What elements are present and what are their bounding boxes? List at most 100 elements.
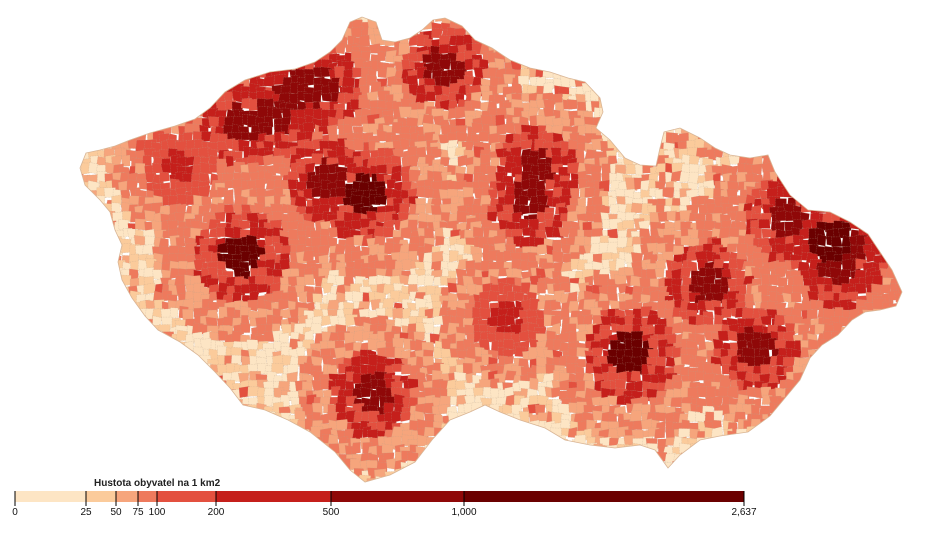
- municipality-polygon: [143, 365, 157, 377]
- municipality-polygon: [832, 164, 844, 177]
- municipality-polygon: [793, 21, 806, 33]
- municipality-polygon: [80, 259, 86, 272]
- municipality-polygon: [90, 66, 102, 79]
- municipality-polygon: [96, 315, 108, 326]
- municipality-polygon: [465, 20, 476, 33]
- municipality-polygon: [688, 171, 699, 185]
- municipality-polygon: [840, 27, 852, 41]
- municipality-polygon: [88, 371, 101, 384]
- municipality-polygon: [80, 292, 85, 304]
- municipality-polygon: [778, 158, 790, 170]
- municipality-polygon: [66, 231, 77, 242]
- municipality-polygon: [625, 132, 637, 143]
- municipality-polygon: [128, 126, 141, 137]
- municipality-polygon: [199, 372, 211, 384]
- municipality-polygon: [895, 132, 902, 142]
- municipality-polygon: [87, 299, 99, 312]
- municipality-polygon: [784, 115, 798, 129]
- municipality-polygon: [776, 116, 788, 128]
- municipality-polygon: [87, 19, 100, 33]
- municipality-polygon: [847, 17, 860, 23]
- municipality-polygon: [817, 197, 827, 210]
- municipality-polygon: [403, 26, 413, 38]
- municipality-polygon: [614, 83, 626, 94]
- municipality-polygon: [129, 54, 141, 66]
- municipality-polygon: [865, 37, 878, 50]
- municipality-polygon: [790, 142, 803, 153]
- municipality-polygon: [856, 107, 869, 121]
- municipality-polygon: [145, 29, 155, 40]
- municipality-polygon: [645, 69, 658, 80]
- municipality-polygon: [166, 20, 180, 32]
- municipality-polygon: [481, 26, 491, 38]
- municipality-polygon: [352, 67, 365, 79]
- municipality-polygon: [865, 83, 878, 94]
- municipality-polygon: [62, 302, 73, 313]
- municipality-polygon: [102, 93, 116, 104]
- municipality-polygon: [280, 34, 292, 47]
- municipality-polygon: [90, 251, 102, 262]
- municipality-polygon: [744, 107, 754, 118]
- municipality-polygon: [151, 355, 163, 366]
- municipality-polygon: [321, 92, 332, 102]
- municipality-polygon: [304, 29, 317, 42]
- municipality-polygon: [80, 138, 86, 150]
- municipality-polygon: [145, 371, 157, 384]
- municipality-polygon: [633, 116, 645, 129]
- municipality-polygon: [185, 69, 198, 81]
- municipality-polygon: [608, 37, 620, 49]
- municipality-polygon: [289, 17, 302, 23]
- municipality-polygon: [767, 54, 779, 64]
- municipality-polygon: [687, 43, 699, 55]
- municipality-polygon: [721, 100, 732, 113]
- municipality-polygon: [170, 114, 180, 125]
- municipality-polygon: [95, 355, 106, 367]
- municipality-polygon: [655, 119, 669, 130]
- municipality-polygon: [112, 123, 124, 136]
- municipality-polygon: [327, 299, 339, 310]
- municipality-polygon: [695, 91, 706, 102]
- municipality-polygon: [618, 113, 630, 127]
- municipality-polygon: [178, 44, 191, 56]
- municipality-polygon: [711, 4, 723, 15]
- municipality-polygon: [86, 53, 99, 64]
- municipality-polygon: [832, 100, 844, 113]
- municipality-polygon: [630, 107, 644, 118]
- municipality-polygon: [793, 122, 805, 134]
- municipality-polygon: [182, 94, 195, 105]
- municipality-polygon: [666, 94, 677, 104]
- municipality-polygon: [279, 50, 289, 63]
- municipality-polygon: [849, 149, 862, 162]
- municipality-polygon: [830, 173, 844, 185]
- municipality-polygon: [536, 281, 546, 294]
- municipality-polygon: [118, 115, 131, 127]
- municipality-polygon: [886, 117, 898, 130]
- municipality-polygon: [329, 17, 342, 18]
- municipality-polygon: [856, 190, 869, 201]
- municipality-polygon: [650, 107, 662, 119]
- municipality-polygon: [722, 83, 734, 94]
- municipality-polygon: [129, 46, 140, 57]
- municipality-polygon: [638, 99, 650, 111]
- municipality-polygon: [176, 4, 188, 16]
- municipality-polygon: [841, 154, 851, 166]
- municipality-polygon: [103, 374, 117, 385]
- municipality-polygon: [246, 21, 258, 33]
- municipality-polygon: [150, 330, 163, 342]
- municipality-polygon: [808, 75, 821, 86]
- municipality-polygon: [702, 77, 715, 89]
- municipality-polygon: [480, 3, 488, 16]
- municipality-polygon: [879, 346, 892, 359]
- municipality-polygon: [178, 51, 190, 63]
- municipality-polygon: [801, 154, 813, 167]
- municipality-polygon: [263, 17, 275, 24]
- municipality-polygon: [807, 30, 818, 42]
- municipality-polygon: [310, 26, 322, 39]
- municipality-polygon: [159, 34, 171, 47]
- municipality-polygon: [63, 164, 75, 175]
- municipality-polygon: [800, 44, 813, 55]
- municipality-polygon: [786, 149, 796, 163]
- municipality-polygon: [811, 181, 822, 193]
- municipality-polygon: [80, 105, 93, 119]
- municipality-polygon: [80, 177, 84, 191]
